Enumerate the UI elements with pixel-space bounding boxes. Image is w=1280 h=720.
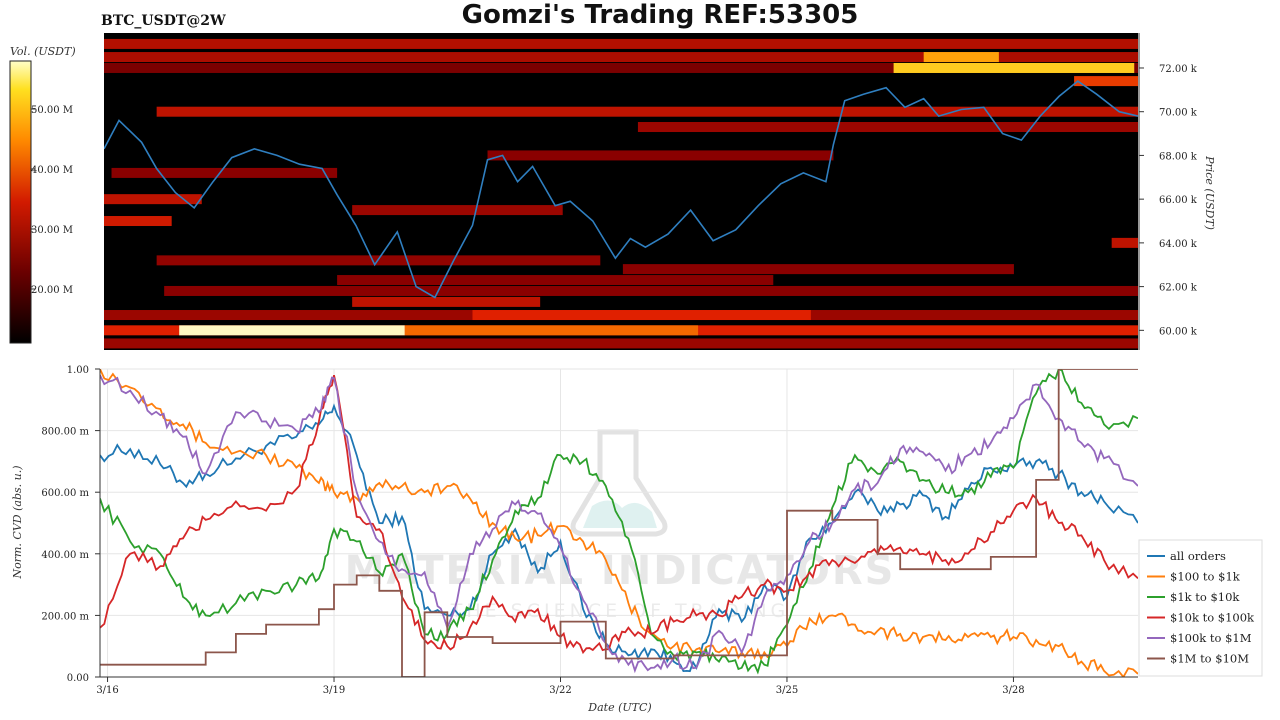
heatmap-band bbox=[472, 310, 811, 321]
price-tick-label: 62.00 k bbox=[1159, 283, 1198, 294]
price-axis-title: Price (USDT) bbox=[1203, 155, 1216, 230]
cvd-y-tick-label: 0.00 bbox=[67, 673, 89, 684]
cvd-x-axis-title: Date (UTC) bbox=[587, 701, 651, 714]
watermark: MATERIAL INDICATORS THE SCIENCE OF TRADI… bbox=[345, 429, 893, 622]
colorbar-tick-label: 20.00 M bbox=[31, 285, 73, 296]
cvd-x-tick-label: 3/25 bbox=[776, 685, 798, 696]
watermark-subtitle: THE SCIENCE OF TRADING bbox=[450, 600, 790, 622]
cvd-x-tick-label: 3/19 bbox=[323, 685, 345, 696]
series-line-3 bbox=[100, 369, 1138, 675]
cvd-y-tick-label: 200.00 m bbox=[41, 611, 89, 622]
price-tick-label: 60.00 k bbox=[1159, 326, 1198, 337]
cvd-x-tick-label: 3/16 bbox=[96, 685, 118, 696]
heatmap-background bbox=[104, 33, 1138, 350]
legend-label: $1k to $10k bbox=[1170, 590, 1240, 604]
price-tick-label: 66.00 k bbox=[1159, 195, 1198, 206]
legend-label: $10k to $100k bbox=[1170, 611, 1255, 625]
cvd-y-tick-label: 800.00 m bbox=[41, 427, 89, 438]
price-tick-label: 68.00 k bbox=[1159, 151, 1198, 162]
heatmap-band bbox=[156, 106, 1138, 117]
price-line bbox=[104, 80, 1138, 299]
legend-label: $100 to $1k bbox=[1170, 570, 1241, 584]
heatmap-band bbox=[104, 338, 1138, 349]
legend-box bbox=[1138, 539, 1263, 677]
cvd-y-axis-title: Norm. CVD (abs. u.) bbox=[11, 465, 24, 579]
price-tick-label: 64.00 k bbox=[1159, 239, 1198, 250]
colorbar-tick-label: 30.00 M bbox=[31, 225, 73, 236]
colorbar-label: Vol. (USDT) bbox=[10, 45, 76, 58]
cvd-series bbox=[100, 369, 1138, 677]
heatmap-band bbox=[637, 122, 1138, 133]
series-line-6 bbox=[100, 369, 1138, 677]
heatmap-band bbox=[111, 167, 338, 178]
price-tick-label: 72.00 k bbox=[1159, 64, 1198, 75]
flask-icon bbox=[570, 429, 668, 537]
colorbar-tick-label: 50.00 M bbox=[31, 105, 73, 116]
legend-label: all orders bbox=[1170, 549, 1226, 563]
heatmap-band bbox=[164, 285, 1138, 296]
colorbar bbox=[9, 60, 32, 344]
heatmap-band bbox=[622, 264, 1014, 275]
symbol-label: BTC_USDT@2W bbox=[101, 13, 226, 29]
heatmap-band bbox=[104, 62, 1138, 73]
cvd-x-ticks: 3/16 3/19 3/22 3/25 3/28 bbox=[96, 677, 1025, 696]
chart-title: Gomzi's Trading REF:53305 bbox=[462, 0, 859, 30]
heatmap-band bbox=[337, 275, 774, 286]
legend-label: $1M to $10M bbox=[1170, 652, 1249, 666]
series-line-2 bbox=[100, 369, 1138, 677]
heatmap-band bbox=[404, 325, 699, 336]
legend: all orders $100 to $1k $1k to $10k $10k to … bbox=[1138, 539, 1263, 677]
heatmap-band bbox=[1111, 237, 1138, 248]
heatmap-band bbox=[104, 216, 172, 227]
heatmap-band bbox=[352, 205, 563, 216]
cvd-y-tick-label: 600.00 m bbox=[41, 488, 89, 499]
heatmap-band bbox=[104, 194, 202, 205]
heatmap-band bbox=[179, 325, 405, 336]
heatmap-band bbox=[1074, 76, 1138, 87]
cvd-panel: 1.00 800.00 m 600.00 m 400.00 m 200.00 m 0.00… bbox=[11, 365, 1138, 714]
heatmap-band bbox=[487, 150, 834, 161]
cvd-x-tick-label: 3/28 bbox=[1002, 685, 1024, 696]
heatmap-band bbox=[893, 62, 1135, 73]
series-line-4 bbox=[100, 375, 1138, 655]
colorbar-tick-label: 40.00 M bbox=[31, 165, 73, 176]
price-axis-ticks: 72.00 k 70.00 k 68.00 k 66.00 k 64.00 k 62.00… bbox=[1139, 64, 1198, 337]
heatmap-band bbox=[104, 38, 1138, 49]
cvd-y-tick-label: 1.00 bbox=[67, 365, 89, 376]
series-line-1 bbox=[100, 403, 1138, 673]
heatmap-band bbox=[352, 296, 541, 307]
series-line-5 bbox=[100, 374, 1138, 674]
heatmap-panel: 72.00 k 70.00 k 68.00 k 66.00 k 64.00 k 62.00… bbox=[104, 33, 1216, 350]
legend-label: $100k to $1M bbox=[1170, 631, 1252, 645]
price-tick-label: 70.00 k bbox=[1159, 108, 1198, 119]
cvd-x-tick-label: 3/22 bbox=[549, 685, 571, 696]
heatmap-band bbox=[104, 52, 1138, 63]
colorbar-ticks: 50.00 M 40.00 M 30.00 M 20.00 M bbox=[31, 105, 73, 296]
heatmap-band bbox=[923, 52, 999, 63]
heatmap-bands bbox=[104, 38, 1138, 349]
cvd-y-tick-label: 400.00 m bbox=[41, 550, 89, 561]
cvd-y-ticks: 1.00 800.00 m 600.00 m 400.00 m 200.00 m 0.00 bbox=[41, 365, 100, 684]
